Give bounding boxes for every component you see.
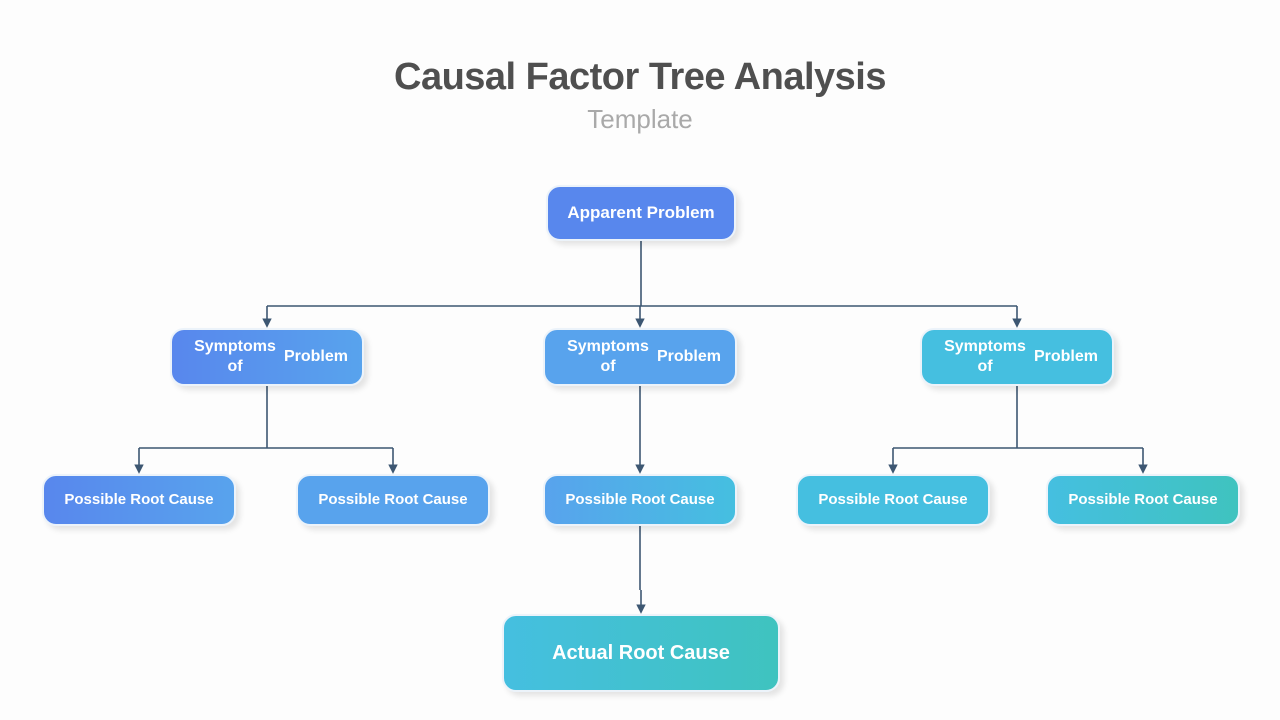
page-subtitle: Template bbox=[0, 104, 1280, 135]
diagram-stage: Causal Factor Tree Analysis Template App… bbox=[0, 0, 1280, 720]
page-title: Causal Factor Tree Analysis bbox=[0, 56, 1280, 99]
node-p3: Possible Root Cause bbox=[543, 474, 737, 526]
node-p5: Possible Root Cause bbox=[1046, 474, 1240, 526]
node-s3: Symptoms ofProblem bbox=[920, 328, 1114, 386]
node-p4: Possible Root Cause bbox=[796, 474, 990, 526]
node-p2: Possible Root Cause bbox=[296, 474, 490, 526]
node-s1: Symptoms ofProblem bbox=[170, 328, 364, 386]
node-s2: Symptoms ofProblem bbox=[543, 328, 737, 386]
node-root: Apparent Problem bbox=[546, 185, 736, 241]
node-p1: Possible Root Cause bbox=[42, 474, 236, 526]
node-actual: Actual Root Cause bbox=[502, 614, 780, 692]
